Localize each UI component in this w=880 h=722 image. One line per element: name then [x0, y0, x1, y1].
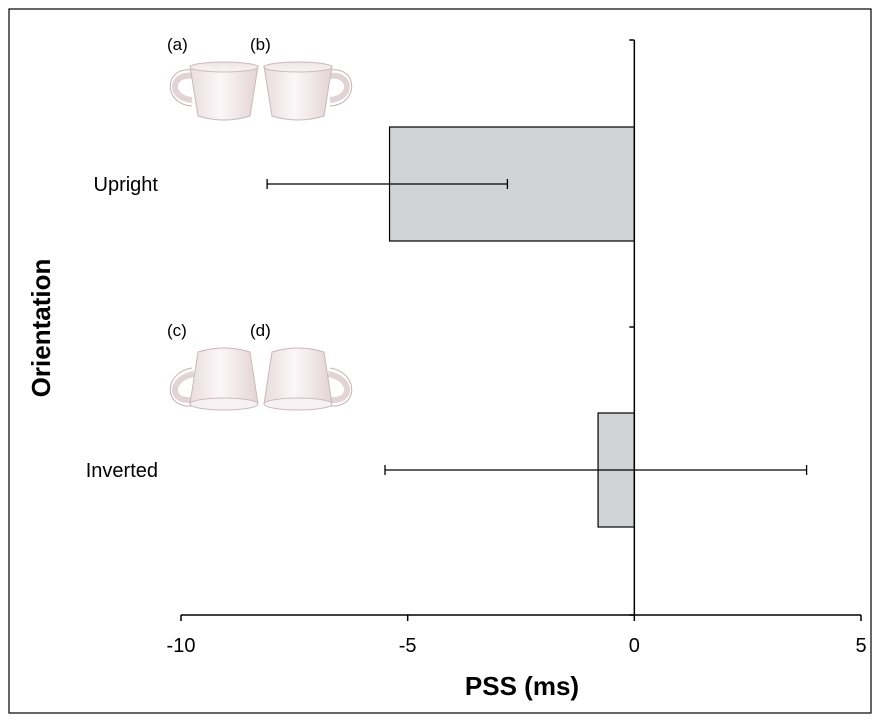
labels-layer: Upright Inverted -10 -5 0 5	[86, 174, 867, 657]
figure-frame	[8, 8, 872, 714]
y-axis-title: Orientation	[26, 259, 56, 398]
panel-label-c: (c)	[167, 321, 187, 340]
inverted-cup-handle-left-icon	[169, 347, 259, 411]
panel-label-a: (a)	[167, 35, 188, 54]
error-bar-inverted	[384, 465, 808, 475]
error-bar-upright	[266, 179, 509, 189]
panel-label-b: (b)	[250, 35, 271, 54]
panel-label-d: (d)	[250, 321, 271, 340]
x-tick-label-3: 5	[855, 635, 866, 657]
x-tick-label-0: -10	[167, 635, 196, 657]
x-axis-title: PSS (ms)	[465, 671, 579, 701]
x-tick-label-1: -5	[399, 635, 417, 657]
error-bars-layer	[266, 179, 808, 475]
category-label-inverted: Inverted	[86, 460, 158, 482]
x-tick-label-2: 0	[629, 635, 640, 657]
category-label-upright: Upright	[94, 174, 159, 196]
inverted-cup-handle-right-icon	[263, 347, 353, 411]
upright-cup-handle-left-icon	[169, 61, 259, 121]
upright-cup-handle-right-icon	[263, 61, 353, 121]
axes-layer	[180, 39, 862, 621]
